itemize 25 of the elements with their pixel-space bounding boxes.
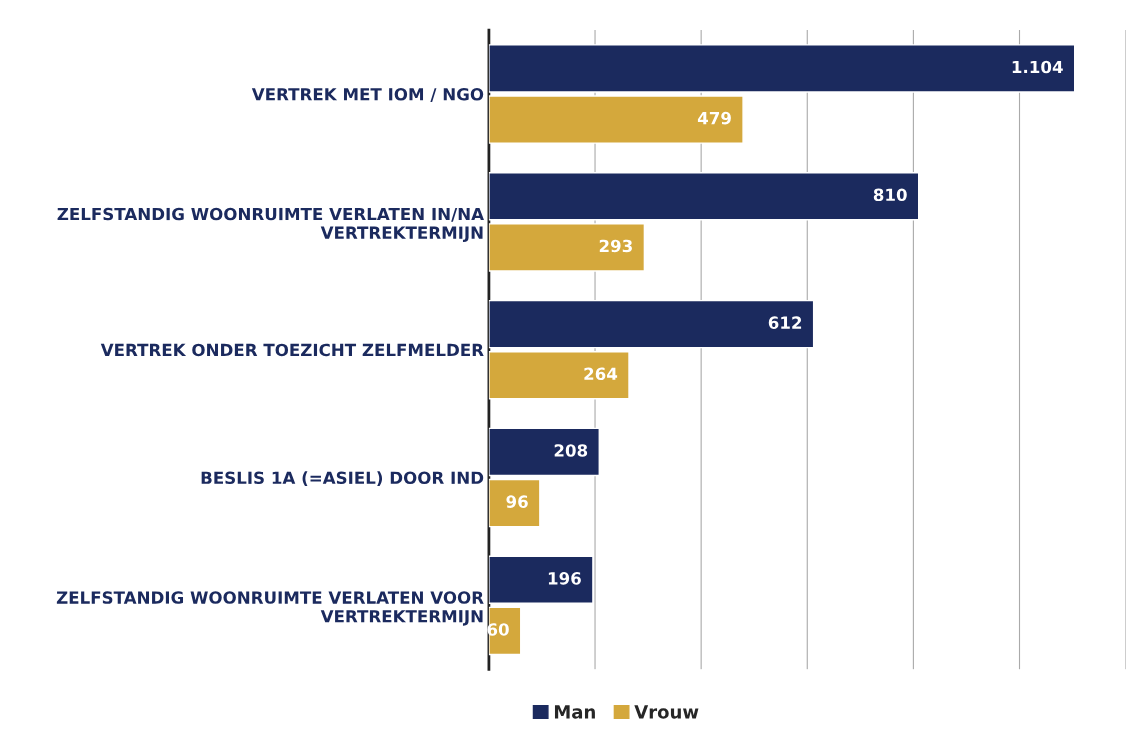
bar [488, 478, 541, 528]
y-tick-label: VERTREK ONDER TOEZICHT ZELFMELDER [100, 343, 484, 357]
legend-label: Man [554, 705, 595, 719]
data-label: 264 [584, 367, 618, 381]
bar [488, 351, 630, 400]
y-tick-label: ZELFSTANDIG WOONRUIMTE VERLATEN IN/NA VERTREKTERMIJN [57, 207, 484, 243]
bar [488, 299, 815, 349]
data-label: 612 [768, 316, 802, 329]
bar [488, 172, 920, 221]
data-label: 196 [548, 572, 581, 585]
bar [488, 555, 594, 605]
bar [488, 95, 744, 144]
data-label: 810 [873, 188, 907, 202]
bar [488, 223, 646, 272]
data-label: 208 [554, 444, 588, 457]
data-label: 479 [697, 111, 731, 125]
y-tick-label: VERTREK MET IOM / NGO [251, 87, 484, 102]
y-tick-label: ZELFSTANDIG WOONRUIMTE VERLATEN VOOR VERTREKTERMIJN [56, 591, 484, 626]
y-tick-label: BESLIS 1A (=ASIEL) DOOR IND [201, 471, 484, 487]
bar [488, 44, 1076, 93]
legend-label: Vrouw [634, 705, 699, 719]
data-label: 1.104 [1012, 60, 1063, 74]
data-label: 96 [506, 495, 528, 508]
data-label: 293 [599, 239, 632, 253]
bar [488, 427, 600, 477]
